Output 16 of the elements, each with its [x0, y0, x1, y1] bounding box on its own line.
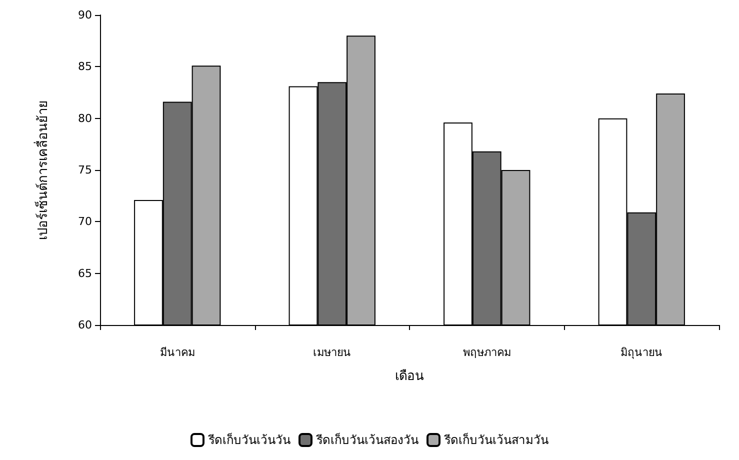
y-tick-label: 75 — [78, 164, 92, 176]
x-tick-label: พฤษภาคม — [462, 346, 511, 359]
y-axis-title: เปอร์เซ็นต์การเคลื่อนย้าย — [33, 100, 51, 240]
y-tick-label: 90 — [78, 8, 92, 22]
legend-label: รีดเก็บวันเว้นสามวัน — [444, 432, 548, 447]
x-tick-label: มิถุนายน — [620, 346, 663, 359]
y-tick-label: 80 — [78, 112, 92, 125]
x-axis-title: เดือน — [395, 368, 424, 384]
x-tick-label: มีนาคม — [160, 346, 195, 359]
y-tick-label: 70 — [78, 215, 92, 228]
y-tick-label: 65 — [78, 266, 92, 280]
legend-label: รีดเก็บวันเว้นวัน — [208, 432, 290, 447]
x-tick-label: เมษายน — [313, 346, 352, 359]
legend-label: รีดเก็บวันเว้นสองวัน — [316, 432, 418, 447]
y-tick-label: 60 — [78, 318, 92, 332]
y-tick-label: 85 — [78, 60, 92, 74]
